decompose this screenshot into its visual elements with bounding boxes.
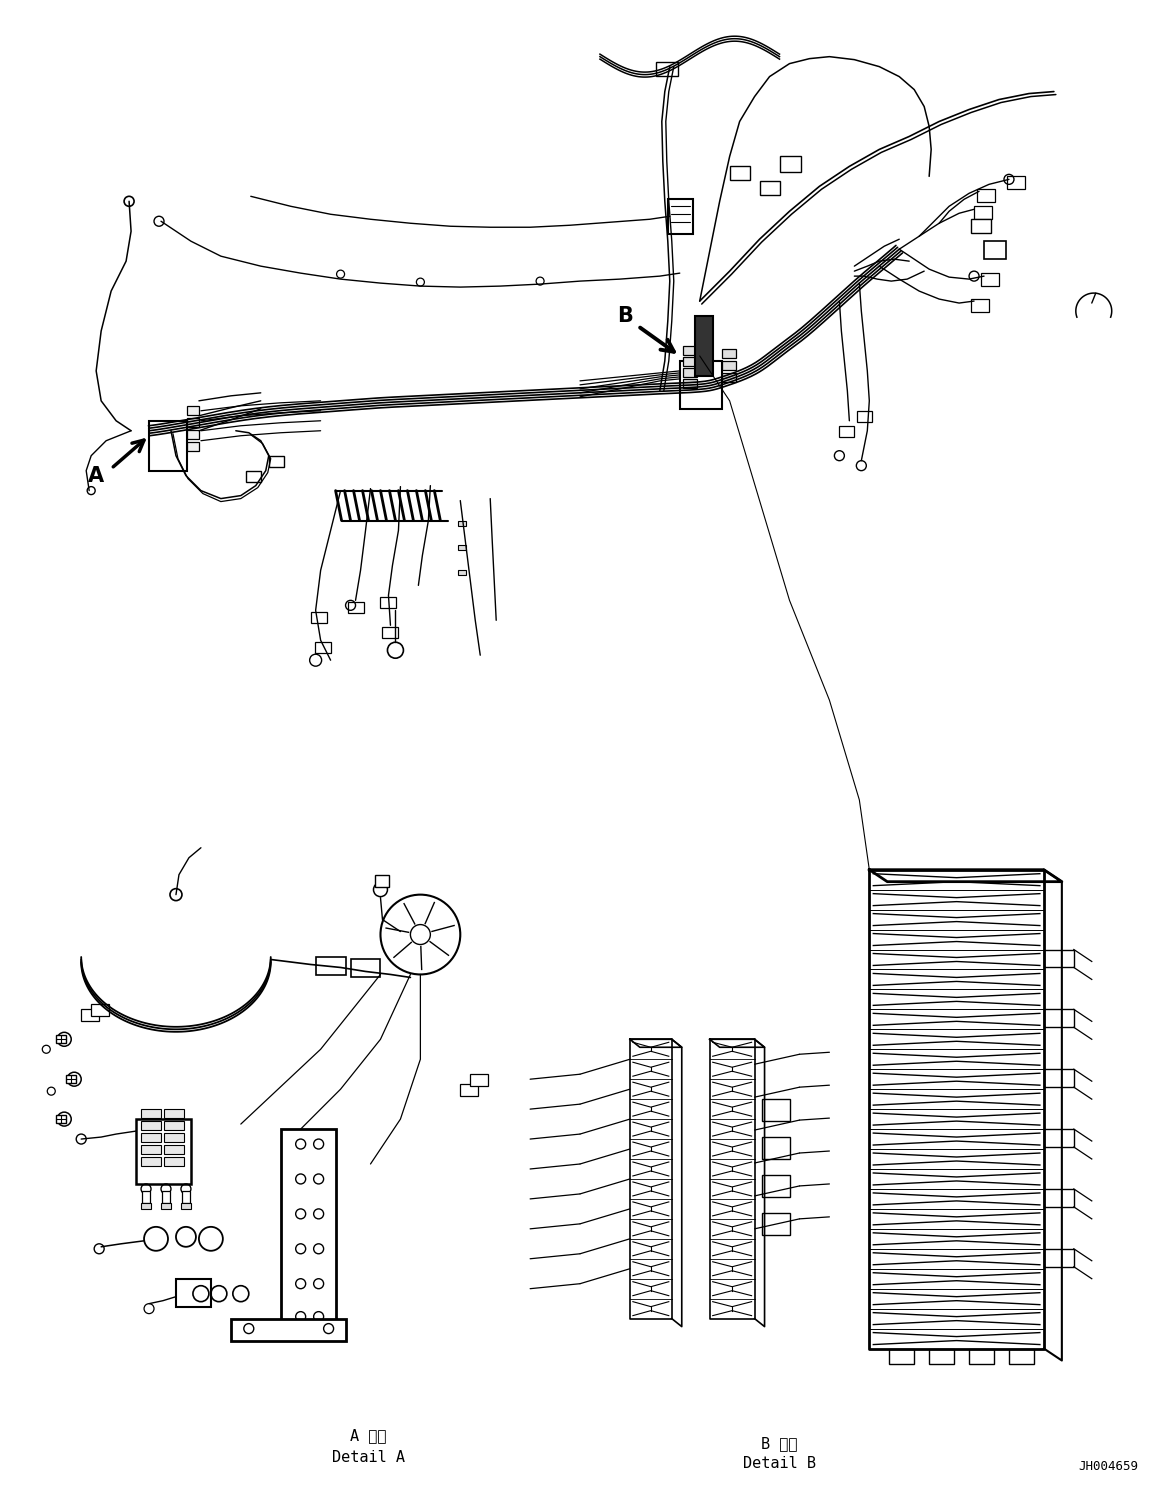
- Bar: [977, 189, 996, 202]
- Bar: [1044, 1009, 1073, 1027]
- Bar: [975, 207, 992, 219]
- Bar: [56, 1036, 66, 1043]
- Bar: [458, 570, 466, 576]
- Bar: [694, 315, 713, 376]
- Bar: [668, 199, 693, 234]
- Bar: [164, 1109, 184, 1117]
- Bar: [679, 362, 722, 409]
- Text: Detail B: Detail B: [743, 1457, 816, 1472]
- Bar: [141, 1109, 160, 1117]
- Bar: [141, 1146, 160, 1155]
- Bar: [141, 1132, 160, 1143]
- Bar: [187, 418, 199, 427]
- Bar: [683, 357, 697, 366]
- Bar: [1044, 1248, 1073, 1266]
- Bar: [380, 597, 397, 609]
- Bar: [982, 274, 999, 286]
- Bar: [683, 345, 697, 356]
- Bar: [971, 219, 991, 234]
- Bar: [1044, 949, 1073, 967]
- Text: A: A: [88, 466, 105, 485]
- Bar: [164, 1158, 184, 1167]
- Bar: [683, 379, 697, 388]
- Bar: [91, 1004, 109, 1016]
- Bar: [458, 546, 466, 551]
- Bar: [181, 1190, 190, 1202]
- Text: Detail A: Detail A: [331, 1451, 405, 1466]
- Bar: [315, 957, 345, 976]
- Bar: [187, 442, 199, 451]
- Bar: [181, 1202, 191, 1208]
- Bar: [929, 1348, 954, 1363]
- Bar: [56, 1115, 66, 1123]
- Bar: [141, 1120, 160, 1129]
- Bar: [136, 1119, 191, 1184]
- Bar: [176, 1278, 211, 1306]
- Bar: [971, 299, 989, 312]
- Bar: [141, 1158, 160, 1167]
- Bar: [458, 521, 466, 525]
- Bar: [969, 1348, 994, 1363]
- Bar: [164, 1132, 184, 1143]
- Text: B: B: [616, 307, 633, 326]
- Bar: [1044, 1070, 1073, 1088]
- Circle shape: [411, 924, 430, 945]
- Bar: [66, 1076, 77, 1083]
- Bar: [470, 1074, 488, 1086]
- Bar: [245, 470, 261, 482]
- Text: B 詳細: B 詳細: [762, 1436, 798, 1451]
- Bar: [722, 373, 736, 382]
- Text: A 詳細: A 詳細: [350, 1428, 387, 1443]
- Bar: [762, 1176, 790, 1196]
- Bar: [857, 411, 872, 421]
- Bar: [762, 1100, 790, 1120]
- Bar: [376, 875, 390, 887]
- Bar: [759, 182, 779, 195]
- Bar: [683, 368, 697, 376]
- Bar: [187, 406, 199, 415]
- Bar: [779, 156, 801, 173]
- Bar: [164, 1120, 184, 1129]
- Bar: [1044, 1189, 1073, 1207]
- Bar: [350, 960, 380, 978]
- Bar: [461, 1085, 478, 1097]
- Bar: [269, 455, 284, 467]
- Bar: [81, 1009, 99, 1021]
- Bar: [1044, 1129, 1073, 1147]
- Bar: [162, 1190, 170, 1202]
- Bar: [311, 613, 327, 623]
- Bar: [383, 628, 399, 638]
- Bar: [890, 1348, 914, 1363]
- Bar: [1007, 177, 1025, 189]
- Bar: [141, 1202, 151, 1208]
- Bar: [160, 1202, 171, 1208]
- Bar: [762, 1137, 790, 1159]
- Bar: [164, 1146, 184, 1155]
- Bar: [1009, 1348, 1034, 1363]
- Bar: [149, 421, 187, 470]
- Bar: [762, 1213, 790, 1235]
- Bar: [729, 167, 750, 180]
- Bar: [840, 426, 855, 437]
- Bar: [348, 603, 364, 613]
- Bar: [230, 1318, 345, 1341]
- Bar: [656, 61, 678, 76]
- Bar: [187, 430, 199, 439]
- Bar: [280, 1129, 336, 1339]
- Bar: [142, 1190, 150, 1202]
- Bar: [722, 350, 736, 359]
- Text: JH004659: JH004659: [1078, 1460, 1139, 1473]
- Bar: [722, 362, 736, 371]
- Bar: [315, 643, 330, 653]
- Bar: [984, 241, 1006, 259]
